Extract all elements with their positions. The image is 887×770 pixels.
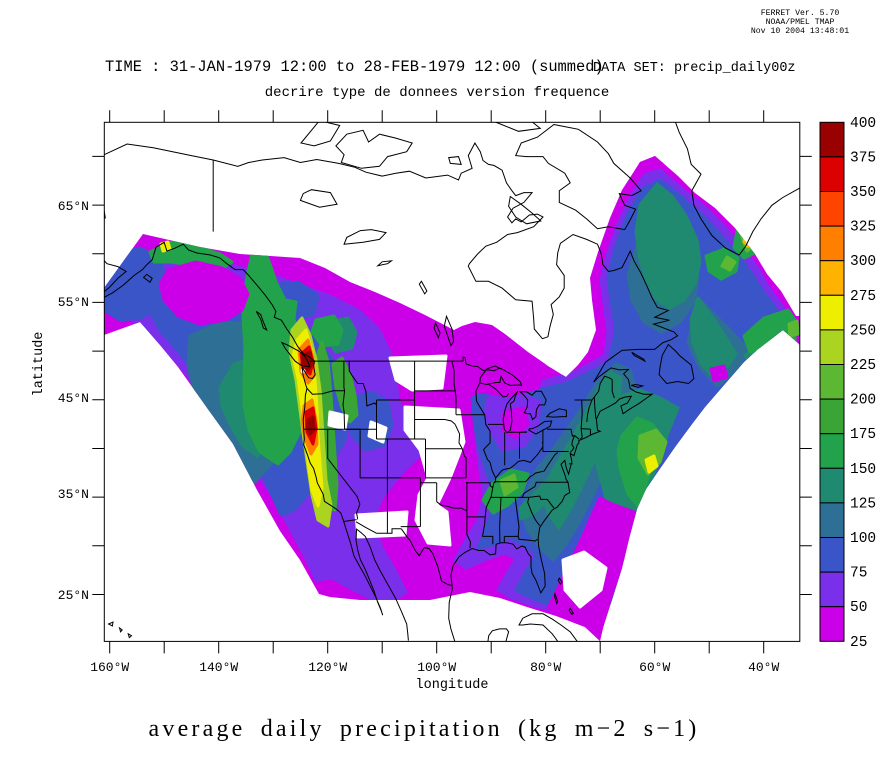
svg-text:25°N: 25°N [58, 588, 89, 603]
svg-text:100: 100 [850, 531, 876, 547]
svg-text:DATA SET: precip_daily00z: DATA SET: precip_daily00z [593, 61, 796, 76]
svg-text:375: 375 [850, 150, 876, 166]
svg-text:average daily precipitation (k: average daily precipitation (kg m−2 s−1) [149, 716, 700, 742]
svg-text:50: 50 [850, 600, 867, 616]
svg-text:25: 25 [850, 635, 867, 651]
svg-text:150: 150 [850, 462, 876, 478]
svg-text:55°N: 55°N [58, 295, 89, 310]
svg-text:400: 400 [850, 116, 876, 132]
svg-text:35°N: 35°N [58, 487, 89, 502]
svg-text:140°W: 140°W [199, 660, 238, 675]
svg-text:longitude: longitude [416, 678, 489, 693]
svg-text:250: 250 [850, 323, 876, 339]
svg-text:Nov 10 2004 13:48:01: Nov 10 2004 13:48:01 [751, 27, 849, 36]
svg-text:275: 275 [850, 289, 876, 305]
svg-text:225: 225 [850, 358, 876, 374]
svg-text:FERRET Ver. 5.70: FERRET Ver. 5.70 [761, 9, 840, 18]
svg-text:300: 300 [850, 254, 876, 270]
svg-text:60°W: 60°W [639, 660, 670, 675]
svg-text:100°W: 100°W [417, 660, 456, 675]
svg-text:NOAA/PMEL TMAP: NOAA/PMEL TMAP [766, 17, 835, 27]
svg-text:160°W: 160°W [90, 660, 129, 675]
svg-text:80°W: 80°W [530, 660, 561, 675]
svg-text:75: 75 [850, 566, 867, 582]
svg-text:65°N: 65°N [58, 199, 89, 214]
svg-text:latitude: latitude [32, 332, 47, 397]
svg-text:45°N: 45°N [58, 391, 89, 406]
svg-text:40°W: 40°W [748, 660, 779, 675]
svg-text:125: 125 [850, 496, 876, 512]
svg-text:350: 350 [850, 185, 876, 201]
svg-text:TIME : 31-JAN-1979 12:00 to 28: TIME : 31-JAN-1979 12:00 to 28-FEB-1979 … [105, 58, 604, 76]
svg-text:120°W: 120°W [308, 660, 347, 675]
svg-text:200: 200 [850, 393, 876, 409]
svg-text:325: 325 [850, 220, 876, 236]
svg-text:decrire type de donnees versio: decrire type de donnees version frequenc… [265, 85, 609, 101]
svg-text:175: 175 [850, 427, 876, 443]
